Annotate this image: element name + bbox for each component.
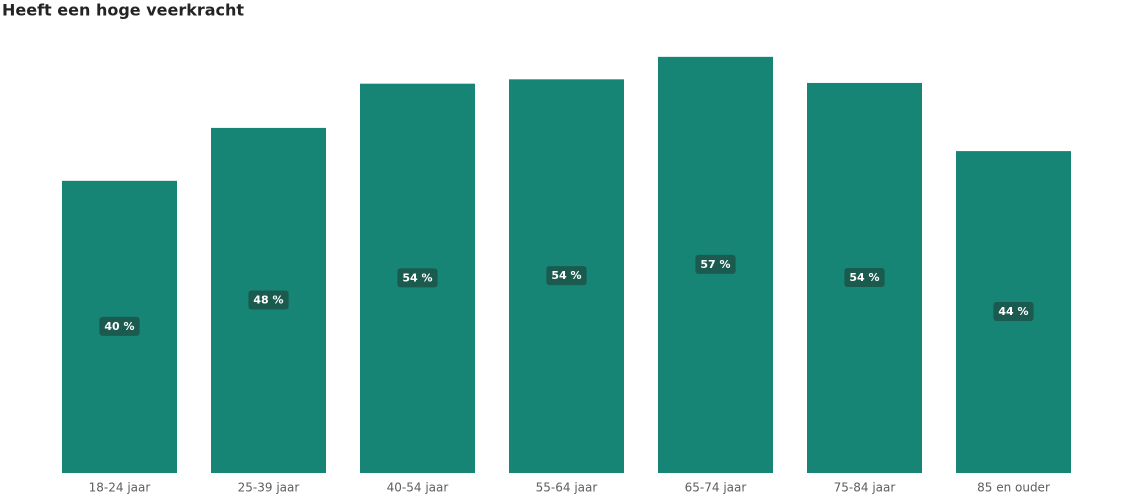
x-tick-label: 65-74 jaar xyxy=(685,481,747,495)
value-label-bg xyxy=(248,290,289,310)
value-label: 54 % xyxy=(849,271,879,284)
value-label-bg xyxy=(993,302,1034,322)
x-tick-label: 18-24 jaar xyxy=(89,481,151,495)
value-label-bg xyxy=(397,268,438,288)
x-tick-label: 85 en ouder xyxy=(977,481,1050,495)
x-tick-label: 55-64 jaar xyxy=(536,481,598,495)
value-label-bg xyxy=(695,254,736,274)
chart-title: Heeft een hoge veerkracht xyxy=(2,1,244,20)
value-label: 40 % xyxy=(104,320,134,333)
value-label: 44 % xyxy=(998,305,1028,318)
value-label: 48 % xyxy=(253,293,283,306)
value-label-bg xyxy=(546,266,587,286)
value-label: 57 % xyxy=(700,258,730,271)
x-tick-label: 75-84 jaar xyxy=(834,481,896,495)
x-tick-label: 25-39 jaar xyxy=(238,481,300,495)
value-label-bg xyxy=(844,267,885,287)
value-label: 54 % xyxy=(551,269,581,282)
value-label-bg xyxy=(99,316,140,336)
x-tick-label: 40-54 jaar xyxy=(387,481,449,495)
value-label: 54 % xyxy=(402,271,432,284)
